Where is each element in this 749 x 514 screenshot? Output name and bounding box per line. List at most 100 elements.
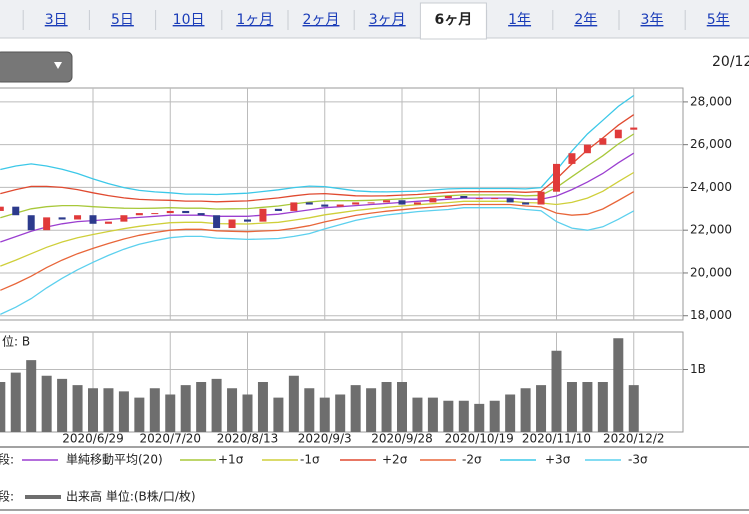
tab[interactable]: 3年 [641,12,664,28]
candle-up [336,204,344,207]
volume-bar [505,394,516,432]
volume-bar [149,388,160,432]
volume-bar [381,382,392,432]
candle-up [630,127,638,130]
band-line [0,152,635,243]
volume-bar [443,400,454,432]
candle-up [228,219,236,229]
candle-up [120,215,128,222]
candle-down [274,208,282,211]
candle-down [89,215,97,224]
x-tick-label: 2020/8/13 [217,432,279,446]
candle-up [614,129,622,139]
candle-down [27,215,35,231]
y-tick-label: 1B [690,362,706,376]
legend-label: -3σ [628,453,648,467]
candle-down [197,213,205,216]
candle-down [12,206,20,216]
y-tick-label: 20,000 [690,265,732,279]
volume-bar [474,403,485,432]
legend-label: 単純移動平均(20) [66,453,163,467]
legend-label: -1σ [300,453,320,467]
candle-up [413,202,421,205]
candle-up [0,206,4,211]
candle-down [182,210,190,214]
volume-bar [366,388,377,432]
candle-up [475,198,483,200]
date-label: 20/12 [712,54,749,70]
band-line [0,94,635,196]
candle-down [305,202,313,205]
tab[interactable]: 5日 [111,12,134,28]
volume-bar [41,375,52,432]
volume-bar [288,375,299,432]
legend-label: 出来高 単位:(B株/口/枚) [66,489,196,504]
tab[interactable]: 1年 [508,12,531,28]
volume-bar [165,394,176,432]
candle-down [213,215,221,229]
y-tick-label: 18,000 [690,308,732,322]
x-tick-label: 2020/12/2 [603,432,665,446]
tab[interactable]: 3ヶ月 [369,12,406,28]
volume-bar [57,378,68,432]
tab[interactable]: 2ヶ月 [303,12,340,28]
volume-bar [196,382,207,432]
tab[interactable]: 2年 [574,12,597,28]
legend-label: +1σ [218,453,244,467]
y-tick-label: 24,000 [690,180,732,194]
legend-prefix: 段: [0,489,14,504]
tab[interactable]: 1ヶ月 [236,12,273,28]
candle-up [290,202,298,211]
candle-down [398,200,406,205]
volume-bar [412,397,423,432]
band-line [0,114,635,203]
volume-bar [397,382,407,432]
volume-bar [520,388,531,432]
volume-bar [613,338,624,432]
volume-bar [0,382,6,432]
legend-label: -2σ [462,453,482,467]
tab[interactable]: 3日 [45,12,68,28]
tab[interactable]: 10日 [173,12,205,28]
volume-bar [118,391,129,432]
volume-bar [458,400,469,432]
tab-bar [0,0,749,38]
candle-up [43,217,51,231]
candle-up [568,153,576,164]
candle-up [444,195,452,199]
candle-up [537,191,545,205]
candle-up [104,221,112,224]
candle-up [583,144,591,154]
volume-bar [350,385,361,432]
candle-up [259,208,267,222]
volume-bar [103,388,114,432]
candle-down [321,204,329,207]
candle-down [460,195,468,199]
dropdown-arrow [54,62,62,69]
volume-bar [319,397,330,432]
candle-up [151,213,159,215]
y-tick-label: 26,000 [690,137,732,151]
volume-bar [134,397,145,432]
volume-bar [26,360,37,432]
candle-up [135,213,143,216]
tab[interactable]: 6ヶ月 [435,12,473,28]
volume-bar [180,385,191,432]
legend-label: +2σ [382,453,408,467]
x-tick-label: 2020/11/10 [522,432,591,446]
volume-bar [72,385,83,432]
legend-label: +3σ [545,453,571,467]
volume-bar [10,372,21,432]
dropdown[interactable] [0,51,73,83]
candle-up [166,210,174,214]
candle-up [553,163,560,192]
y-tick-label: 28,000 [690,94,732,108]
volume-bar [304,388,315,432]
band-line [0,133,635,219]
candle-up [74,215,82,220]
candle-up [352,202,360,205]
candle-up [383,200,391,203]
tab[interactable]: 5年 [707,12,730,28]
band-line [0,207,635,315]
